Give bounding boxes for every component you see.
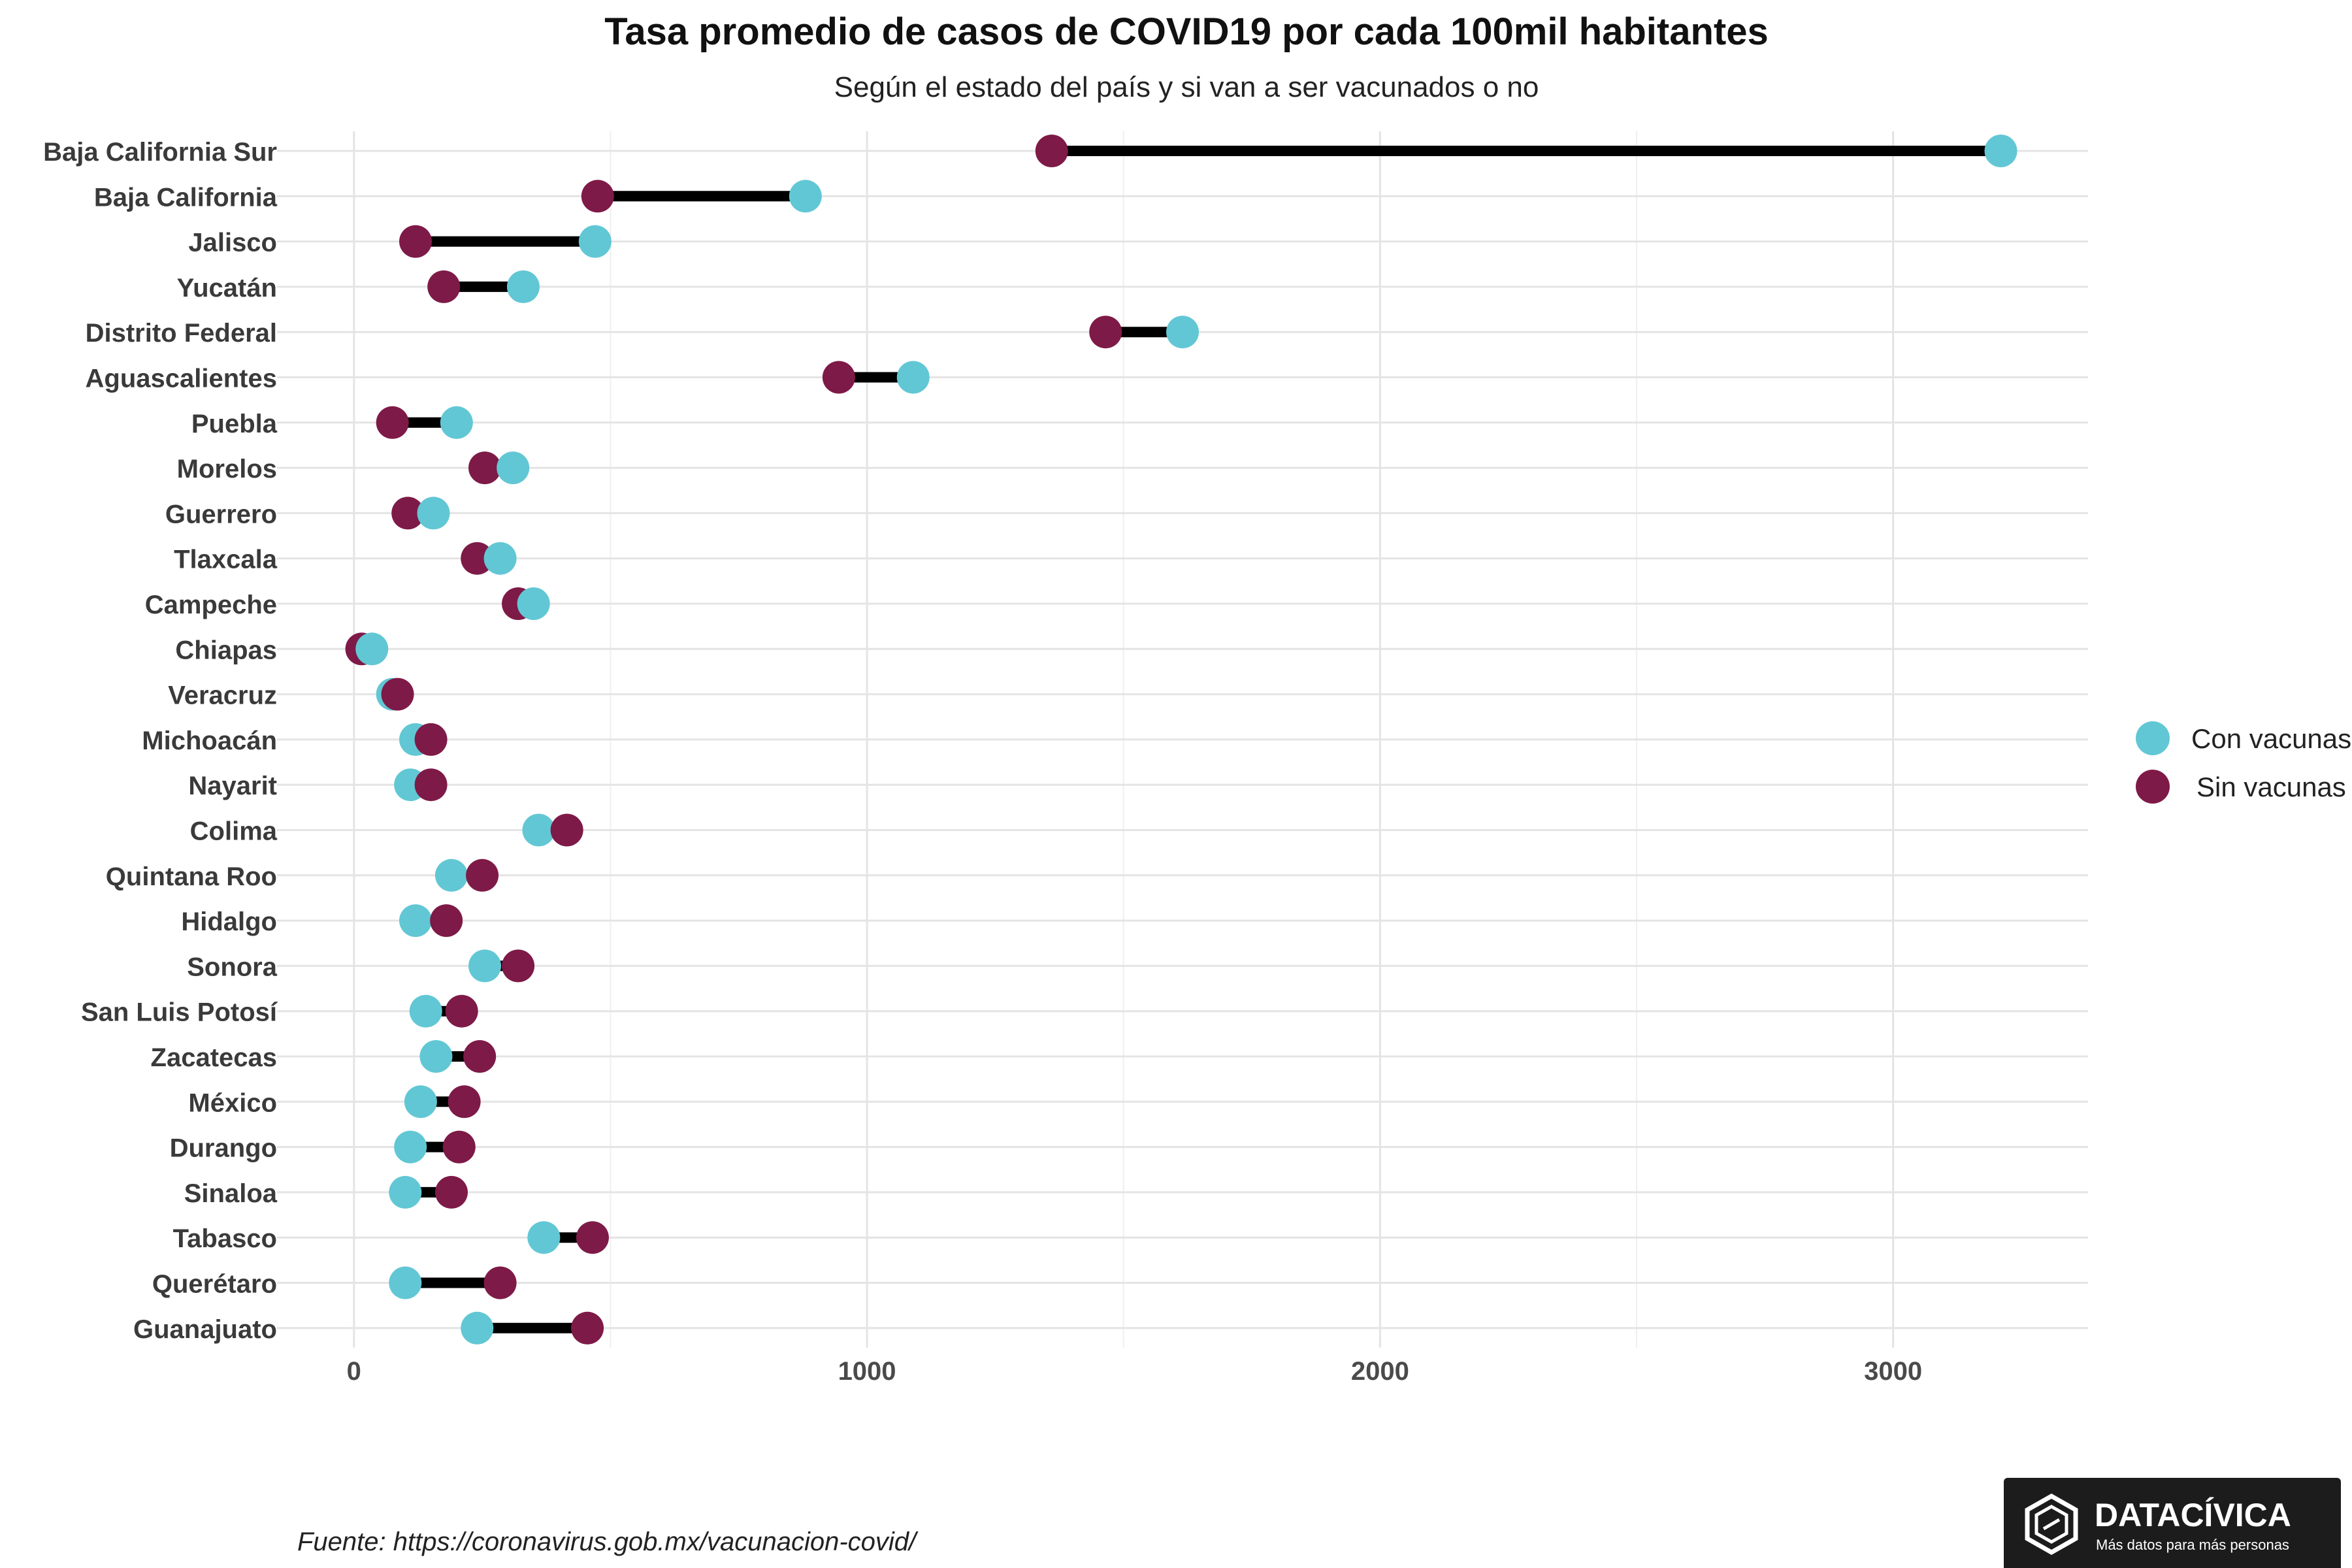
dumbbell-points [345, 135, 2017, 1345]
category-label-hidalgo: Hidalgo [181, 907, 277, 936]
chart-subtitle: Según el estado del país y si van a ser … [834, 71, 1539, 103]
point-con-vacunas-queretaro [389, 1266, 422, 1299]
point-con-vacunas-sinaloa [389, 1175, 422, 1209]
category-label-puebla: Puebla [191, 410, 278, 438]
point-sin-vacunas-baja-california [581, 180, 614, 213]
point-sin-vacunas-durango [442, 1130, 476, 1164]
point-sin-vacunas-sonora [502, 949, 535, 983]
logo-background [2004, 1478, 2341, 1568]
legend-swatch-sin-vacunas [2136, 770, 2170, 804]
point-sin-vacunas-san-luis-potosi [445, 994, 478, 1028]
point-con-vacunas-colima [522, 813, 555, 847]
category-label-baja-california-sur: Baja California Sur [43, 138, 277, 167]
point-con-vacunas-guerrero [417, 497, 450, 530]
point-sin-vacunas-queretaro [483, 1266, 517, 1299]
category-label-yucatan: Yucatán [177, 274, 277, 302]
point-con-vacunas-san-luis-potosi [409, 994, 442, 1028]
legend-label-sin-vacunas: Sin vacunas [2197, 772, 2346, 802]
category-label-sonora: Sonora [187, 953, 278, 981]
point-sin-vacunas-morelos [468, 451, 502, 485]
category-label-queretaro: Querétaro [152, 1270, 277, 1299]
legend-label-con-vacunas: Con vacunas [2191, 723, 2351, 754]
point-sin-vacunas-tabasco [576, 1221, 609, 1254]
point-sin-vacunas-tlaxcala [461, 542, 494, 575]
legend-swatch-con-vacunas [2136, 721, 2170, 755]
category-label-guerrero: Guerrero [165, 500, 277, 529]
point-sin-vacunas-aguascalientes [822, 361, 855, 394]
x-tick-label: 0 [347, 1357, 361, 1386]
point-sin-vacunas-mexico [448, 1085, 481, 1119]
point-sin-vacunas-sinaloa [434, 1175, 468, 1209]
point-sin-vacunas-guanajuato [571, 1311, 604, 1345]
category-label-distrito-federal: Distrito Federal [86, 319, 277, 348]
category-label-tlaxcala: Tlaxcala [174, 546, 278, 574]
category-label-guanajuato: Guanajuato [133, 1315, 277, 1344]
category-label-colima: Colima [190, 817, 278, 846]
point-sin-vacunas-veracruz [381, 678, 414, 711]
point-con-vacunas-campeche [517, 587, 550, 620]
category-label-chiapas: Chiapas [175, 636, 277, 664]
point-sin-vacunas-hidalgo [430, 904, 463, 938]
category-label-mexico: México [188, 1088, 277, 1117]
point-sin-vacunas-nayarit [414, 768, 448, 802]
value-axis-tick-labels: 0 1000 2000 3000 [347, 1357, 1922, 1386]
category-label-zacatecas: Zacatecas [151, 1043, 277, 1072]
x-tick-label: 1000 [838, 1357, 896, 1386]
point-con-vacunas-sonora [468, 949, 502, 983]
logo-tagline: Más datos para más personas [2096, 1537, 2289, 1553]
point-sin-vacunas-quintana-roo [466, 858, 499, 892]
point-con-vacunas-chiapas [355, 632, 389, 666]
category-label-michoacan: Michoacán [142, 727, 277, 755]
point-con-vacunas-puebla [440, 406, 473, 439]
category-label-quintana-roo: Quintana Roo [106, 862, 277, 891]
category-label-baja-california: Baja California [94, 183, 278, 212]
point-con-vacunas-durango [394, 1130, 427, 1164]
category-label-morelos: Morelos [177, 455, 277, 483]
category-label-nayarit: Nayarit [188, 772, 277, 800]
legend: Con vacunas Sin vacunas [2136, 721, 2351, 804]
category-label-veracruz: Veracruz [168, 681, 277, 710]
point-sin-vacunas-guerrero [391, 497, 425, 530]
point-sin-vacunas-zacatecas [463, 1040, 497, 1073]
point-con-vacunas-tabasco [527, 1221, 561, 1254]
point-con-vacunas-morelos [497, 451, 530, 485]
chart-title: Tasa promedio de casos de COVID19 por ca… [604, 10, 1768, 53]
point-con-vacunas-guanajuato [461, 1311, 494, 1345]
point-sin-vacunas-baja-california-sur [1035, 135, 1068, 167]
category-label-campeche: Campeche [145, 591, 277, 619]
point-con-vacunas-baja-california [789, 180, 822, 213]
point-sin-vacunas-distrito-federal [1089, 316, 1122, 349]
x-tick-label: 2000 [1351, 1357, 1409, 1386]
x-tick-label: 3000 [1864, 1357, 1922, 1386]
point-con-vacunas-yucatan [506, 270, 540, 303]
point-sin-vacunas-puebla [376, 406, 409, 439]
category-label-sinaloa: Sinaloa [184, 1179, 278, 1208]
point-sin-vacunas-colima [550, 813, 583, 847]
category-label-jalisco: Jalisco [188, 229, 277, 257]
point-sin-vacunas-jalisco [399, 225, 433, 258]
point-con-vacunas-distrito-federal [1166, 316, 1199, 349]
category-label-tabasco: Tabasco [173, 1224, 277, 1253]
point-con-vacunas-baja-california-sur [1984, 135, 2017, 167]
point-con-vacunas-zacatecas [419, 1040, 453, 1073]
point-con-vacunas-aguascalientes [896, 361, 930, 394]
category-axis-labels: Baja California Sur Baja California Jalisc… [43, 138, 278, 1344]
datacivica-logo: DATACÍVICA Más datos para más personas [2004, 1478, 2341, 1568]
category-label-aguascalientes: Aguascalientes [86, 365, 277, 393]
point-con-vacunas-mexico [404, 1085, 437, 1119]
category-label-san-luis-potosi: San Luis Potosí [81, 998, 278, 1027]
point-con-vacunas-tlaxcala [483, 542, 517, 575]
point-sin-vacunas-yucatan [427, 270, 461, 303]
grid-lines [277, 131, 2088, 1348]
category-label-durango: Durango [170, 1134, 277, 1163]
point-sin-vacunas-michoacan [414, 723, 448, 756]
logo-hexagon-icon [2025, 1493, 2078, 1556]
point-con-vacunas-quintana-roo [434, 858, 468, 892]
point-con-vacunas-hidalgo [399, 904, 433, 938]
point-con-vacunas-jalisco [578, 225, 612, 258]
logo-wordmark: DATACÍVICA [2095, 1497, 2291, 1533]
source-caption: Fuente: https://coronavirus.gob.mx/vacun… [297, 1527, 919, 1556]
